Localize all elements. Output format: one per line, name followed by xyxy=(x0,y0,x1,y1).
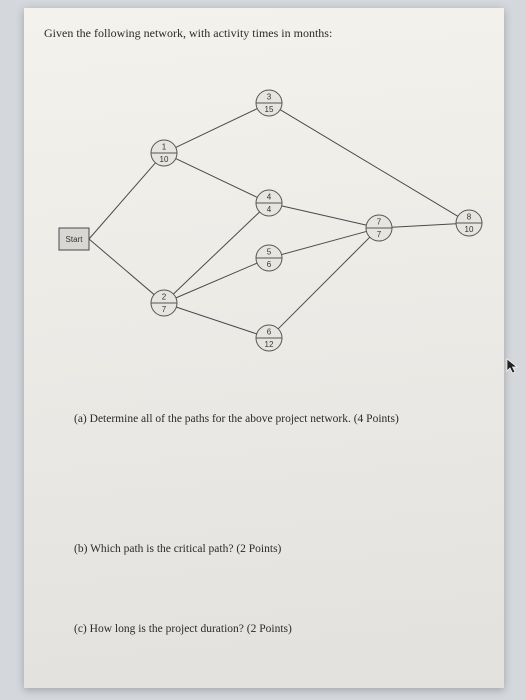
edge xyxy=(280,110,458,217)
edge xyxy=(176,109,258,148)
activity-duration: 10 xyxy=(160,155,169,164)
network-diagram: Start11027315445661277810 xyxy=(24,58,504,388)
edge xyxy=(282,231,367,254)
activity-number: 2 xyxy=(162,293,167,302)
activity-number: 4 xyxy=(267,193,272,202)
edge xyxy=(173,212,259,294)
question-c: (c) How long is the project duration? (2… xyxy=(74,623,292,635)
question-b: (b) Which path is the critical path? (2 … xyxy=(74,543,281,555)
problem-heading: Given the following network, with activi… xyxy=(44,26,332,41)
activity-node-4: 44 xyxy=(256,190,282,216)
edge xyxy=(89,163,155,239)
edge xyxy=(176,159,258,198)
activity-node-6: 612 xyxy=(256,325,282,351)
activity-number: 5 xyxy=(267,248,272,257)
activity-duration: 15 xyxy=(265,105,274,114)
activity-number: 1 xyxy=(162,143,167,152)
activity-node-5: 56 xyxy=(256,245,282,271)
activity-node-8: 810 xyxy=(456,210,482,236)
question-a: (a) Determine all of the paths for the a… xyxy=(74,413,399,425)
activity-node-1: 110 xyxy=(151,140,177,166)
mouse-cursor-icon xyxy=(506,358,520,376)
activity-duration: 7 xyxy=(162,305,167,314)
activity-number: 6 xyxy=(267,328,272,337)
activity-number: 8 xyxy=(467,213,472,222)
activity-node-2: 27 xyxy=(151,290,177,316)
start-node-label: Start xyxy=(66,235,84,244)
edge xyxy=(89,239,154,295)
activity-node-7: 77 xyxy=(366,215,392,241)
activity-duration: 4 xyxy=(267,205,272,214)
activity-duration: 12 xyxy=(265,340,274,349)
edge xyxy=(282,206,367,225)
activity-number: 3 xyxy=(267,93,272,102)
activity-duration: 10 xyxy=(465,225,474,234)
edge xyxy=(392,224,456,228)
edge xyxy=(176,307,256,334)
activity-number: 7 xyxy=(377,218,382,227)
activity-duration: 7 xyxy=(377,230,382,239)
worksheet-page: Given the following network, with activi… xyxy=(24,8,504,688)
activity-node-3: 315 xyxy=(256,90,282,116)
activity-duration: 6 xyxy=(267,260,272,269)
edge xyxy=(278,237,370,329)
